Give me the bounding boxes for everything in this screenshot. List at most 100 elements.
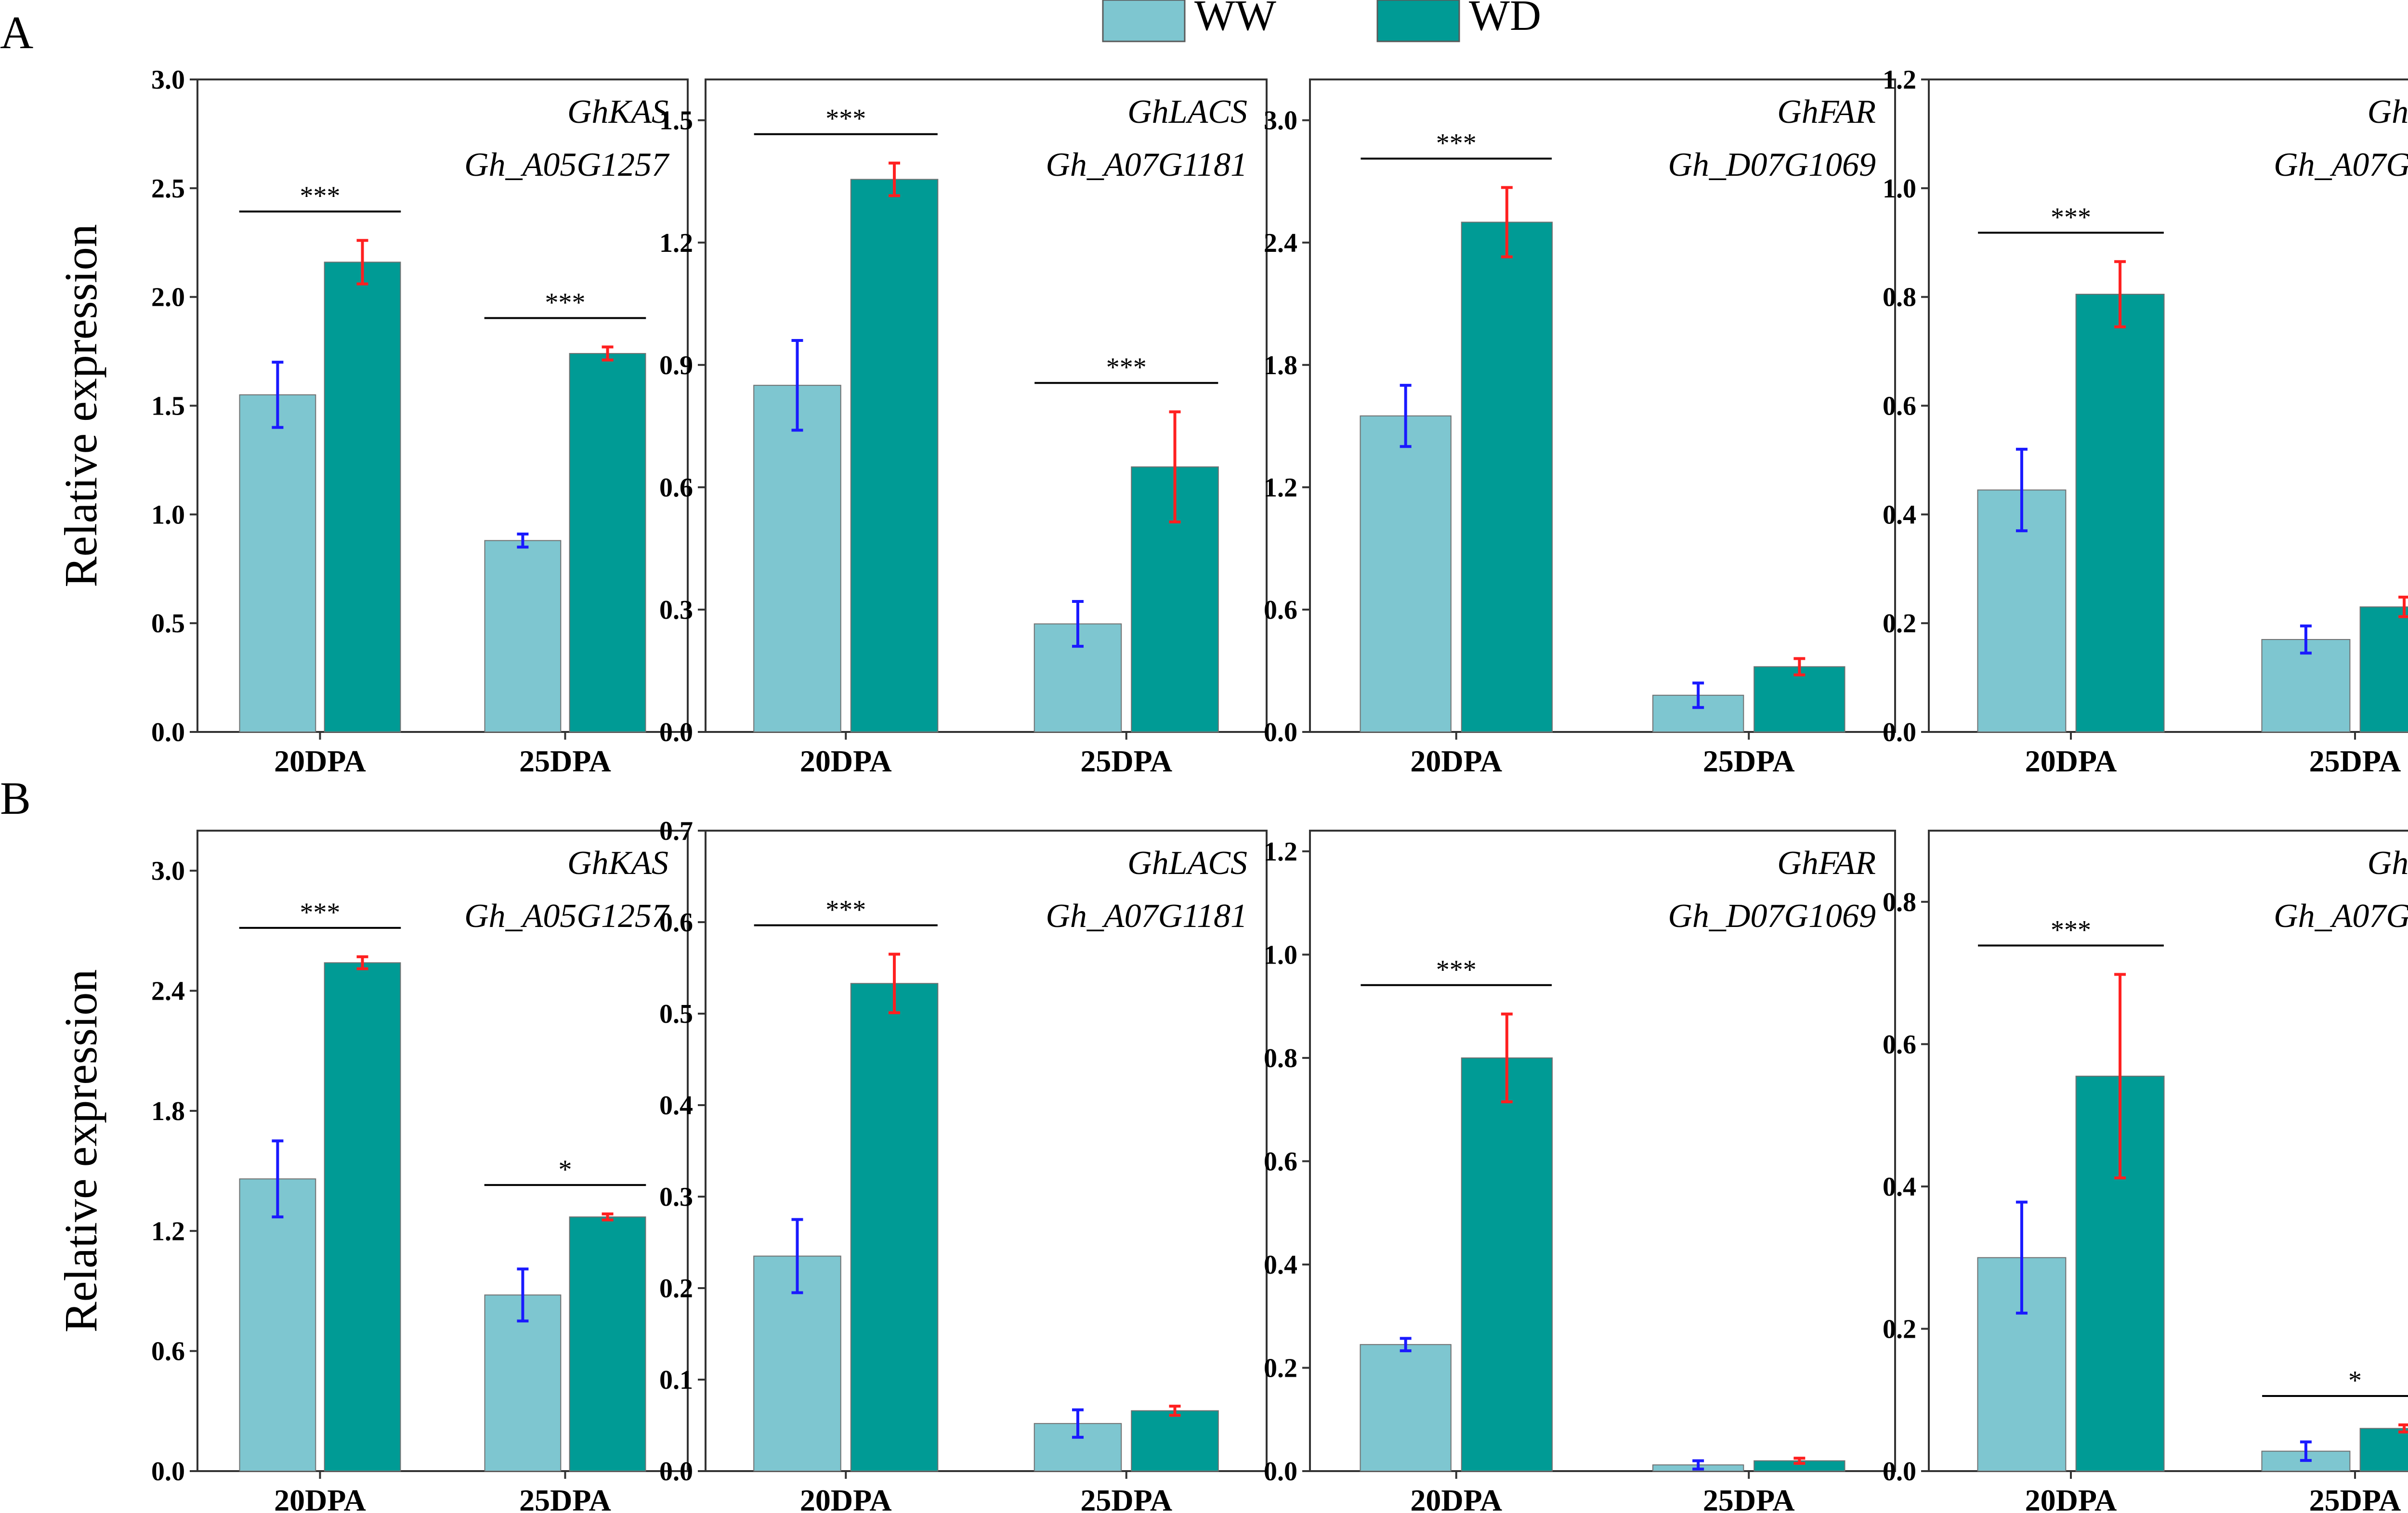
y-tick-label: 0.3 <box>659 1182 693 1212</box>
bar-wd-20dpa <box>850 983 939 1472</box>
significance-marker: *** <box>2051 915 2091 945</box>
legend-swatch-ww <box>1102 0 1186 42</box>
gene-id: Gh_A07G1263 <box>2274 146 2408 183</box>
y-tick-label: 0.0 <box>1883 1457 1916 1487</box>
charts-container: 0.0 0.5 1.0 1.5 2.0 2.5 3.0 20DPA *** 25DPA *** GhK… <box>55 65 2408 1513</box>
y-tick-label: 0.7 <box>659 816 693 846</box>
chart-a-ghfar: 0.0 0.6 1.2 1.8 2.4 3.0 20DPA *** 25DPA GhFAR Gh_D… <box>1264 78 1896 778</box>
x-tick-label: 20DPA <box>800 744 892 778</box>
gene-name: GhKAS <box>567 93 668 130</box>
gene-name: GhFAR <box>1777 845 1876 882</box>
y-tick-label: 0.2 <box>1883 1314 1916 1344</box>
bar-wd-25dpa <box>2359 606 2408 732</box>
gene-name: GhLACS <box>1127 845 1247 882</box>
bar-ww-25dpa <box>484 540 562 732</box>
x-tick-label: 25DPA <box>519 1483 611 1513</box>
y-tick-label: 2.0 <box>151 283 185 313</box>
x-tick-label: 25DPA <box>1080 744 1172 778</box>
y-tick-label: 0.4 <box>1264 1250 1297 1280</box>
bar-ww-25dpa <box>484 1294 562 1472</box>
y-tick-label: 3.0 <box>151 65 185 95</box>
y-tick-label: 0.2 <box>1883 609 1916 639</box>
bar-wd-25dpa <box>569 353 646 732</box>
significance-marker: *** <box>2051 202 2091 232</box>
bar-wd-25dpa <box>2359 1428 2408 1472</box>
x-tick-label: 20DPA <box>1410 744 1502 778</box>
y-tick-label: 0.0 <box>659 1457 693 1487</box>
bar-wd-20dpa <box>850 179 939 732</box>
bar-wd-25dpa <box>1131 1410 1219 1472</box>
significance-marker: *** <box>300 898 340 927</box>
x-tick-label: 25DPA <box>2309 744 2401 778</box>
bar-wd-20dpa <box>324 261 401 732</box>
y-tick-label: 2.4 <box>1264 228 1297 258</box>
y-tick-label: 0.0 <box>659 717 693 747</box>
y-tick-label: 2.5 <box>151 174 185 204</box>
bar-wd-25dpa <box>569 1216 646 1472</box>
bar-ww-20dpa <box>239 394 316 732</box>
y-axis-title: Relative expression <box>55 224 106 587</box>
y-tick-label: 1.0 <box>151 500 185 530</box>
gene-id: Gh_D07G1069 <box>1668 898 1876 935</box>
x-tick-label: 20DPA <box>274 744 366 778</box>
y-tick-label: 0.2 <box>659 1274 693 1304</box>
x-tick-label: 20DPA <box>1410 1483 1502 1513</box>
y-tick-label: 0.0 <box>1264 1457 1297 1487</box>
x-tick-label: 25DPA <box>1703 744 1795 778</box>
y-tick-label: 3.0 <box>1264 106 1297 136</box>
plot-frame <box>705 78 1268 733</box>
legend-label-ww: WW <box>1194 0 1276 39</box>
bar-wd-20dpa <box>1461 1057 1553 1472</box>
y-tick-label: 1.0 <box>1264 940 1297 970</box>
y-tick-label: 0.2 <box>1264 1353 1297 1383</box>
plot-frame <box>1309 830 1896 1472</box>
y-tick-label: 0.4 <box>659 1091 693 1121</box>
y-tick-label: 0.4 <box>1883 500 1916 530</box>
plot-frame <box>705 830 1268 1472</box>
plot-frame <box>1928 830 2408 1472</box>
gene-name: GhWSD <box>2368 845 2408 882</box>
y-tick-label: 0.8 <box>1883 887 1916 917</box>
chart-b-ghlacs: 0.0 0.1 0.2 0.3 0.4 0.5 0.6 0.7 20DPA *** 25DPA GhL… <box>659 816 1268 1513</box>
chart-a-ghkas: 0.0 0.5 1.0 1.5 2.0 2.5 3.0 20DPA *** 25DPA *** GhK… <box>55 65 689 778</box>
y-tick-label: 0.6 <box>659 473 693 503</box>
gene-id: Gh_A07G1181 <box>1046 898 1247 935</box>
gene-name: GhFAR <box>1777 93 1876 130</box>
x-tick-label: 20DPA <box>2025 744 2117 778</box>
y-tick-label: 0.5 <box>151 609 185 639</box>
y-tick-label: 0.4 <box>1883 1172 1916 1202</box>
bar-ww-25dpa <box>2261 639 2351 732</box>
y-tick-label: 0.6 <box>151 1337 185 1367</box>
y-tick-label: 1.8 <box>151 1096 185 1126</box>
chart-a-ghwsd: 0.0 0.2 0.4 0.6 0.8 1.0 1.2 20DPA *** 25DPA GhWSD G… <box>1883 65 2408 778</box>
y-tick-label: 1.8 <box>1264 351 1297 380</box>
chart-a-ghlacs: 0.0 0.3 0.6 0.9 1.2 1.5 20DPA *** 25DPA *** GhLACS… <box>659 78 1268 778</box>
plot-frame <box>1309 78 1896 733</box>
y-tick-label: 0.6 <box>1264 595 1297 625</box>
gene-id: Gh_D07G1069 <box>1668 146 1876 183</box>
y-tick-label: 0.0 <box>151 1457 185 1487</box>
y-tick-label: 0.6 <box>1883 391 1916 421</box>
gene-name: GhWSD <box>2368 93 2408 130</box>
y-tick-label: 0.8 <box>1883 283 1916 313</box>
y-tick-label: 2.4 <box>151 977 185 1006</box>
y-tick-label: 0.0 <box>1264 717 1297 747</box>
chart-b-ghkas: 0.0 0.6 1.2 1.8 2.4 3.0 20DPA *** 25DPA * GhKAS Gh_… <box>55 830 689 1513</box>
x-tick-label: 20DPA <box>2025 1483 2117 1513</box>
bar-wd-20dpa <box>2075 294 2165 732</box>
chart-b-ghfar: 0.0 0.2 0.4 0.6 0.8 1.0 1.2 20DPA *** 25DPA GhFAR G… <box>1264 830 1896 1513</box>
bar-ww-20dpa <box>239 1178 316 1472</box>
significance-marker: *** <box>545 288 586 318</box>
bar-wd-25dpa <box>1754 666 1845 732</box>
y-tick-label: 1.5 <box>659 106 693 136</box>
x-tick-label: 25DPA <box>2309 1483 2401 1513</box>
y-tick-label: 0.1 <box>659 1365 693 1395</box>
gene-id: Gh_A05G1257 <box>464 898 670 935</box>
x-tick-label: 20DPA <box>800 1483 892 1513</box>
legend-label-wd: WD <box>1469 0 1541 39</box>
y-tick-label: 3.0 <box>151 856 185 886</box>
y-tick-label: 0.9 <box>659 351 693 380</box>
bar-ww-20dpa <box>1360 1344 1452 1472</box>
significance-marker: *** <box>825 104 866 134</box>
